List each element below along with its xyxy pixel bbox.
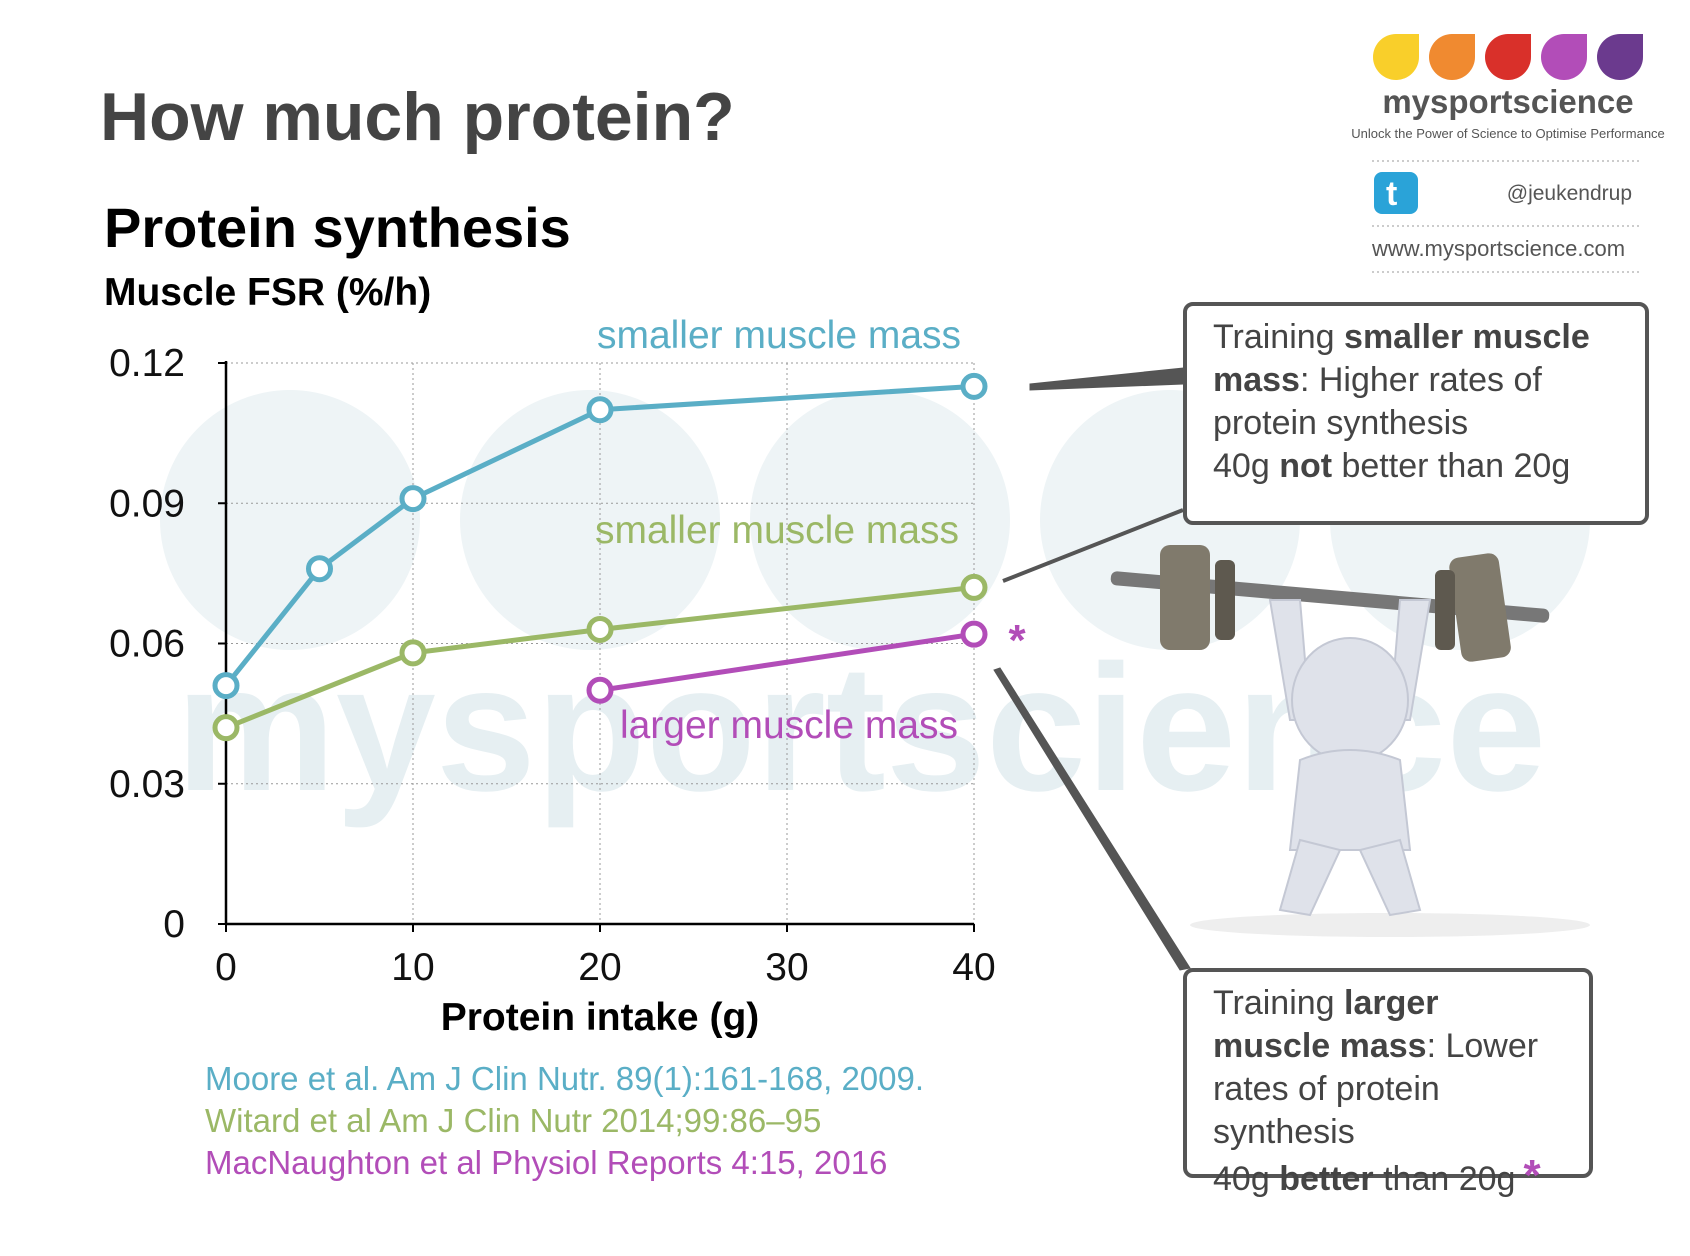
data-point <box>212 672 240 700</box>
callout-text: 40g <box>1213 1160 1280 1198</box>
y-tick-label: 0.09 <box>109 482 185 525</box>
logo-dividers <box>1372 160 1642 273</box>
data-point <box>586 396 614 424</box>
callout-text: Training <box>1213 318 1345 356</box>
callout-text: larger muscle mass <box>1213 984 1448 1065</box>
callout-text: : Lower rates of protein synthesis <box>1213 1027 1548 1151</box>
callout-text: 40g <box>1213 447 1280 485</box>
x-axis-label: Protein intake (g) <box>441 996 760 1039</box>
callout-mark: * <box>1523 1151 1541 1200</box>
y-tick-label: 0.03 <box>109 763 185 806</box>
callout-text: than 20g <box>1373 1160 1516 1198</box>
reference: MacNaughton et al Physiol Reports 4:15, … <box>205 1144 888 1181</box>
data-point <box>399 485 427 513</box>
data-point <box>960 620 988 648</box>
x-tick-label: 10 <box>391 946 434 989</box>
callout-text: smaller muscle mass <box>1213 318 1600 399</box>
x-tick-label: 30 <box>765 946 808 989</box>
annotation: * <box>1008 616 1026 665</box>
x-tick-label: 40 <box>952 946 995 989</box>
callout-text: not <box>1279 447 1333 485</box>
data-point <box>399 639 427 667</box>
y-tick-label: 0 <box>163 903 185 946</box>
series-line <box>599 631 975 693</box>
series-label: smaller muscle mass <box>597 314 961 357</box>
y-axis-label: Muscle FSR (%/h) <box>104 271 431 314</box>
series-line <box>225 584 975 730</box>
logo-tagline: Unlock the Power of Science to Optimise … <box>1351 126 1665 141</box>
series-label: smaller muscle mass <box>595 509 959 552</box>
callout-text: better than 20g <box>1332 447 1571 485</box>
y-tick-label: 0.06 <box>109 623 185 666</box>
data-point <box>960 372 988 400</box>
callout-text: Training <box>1213 984 1345 1022</box>
chart-title: Protein synthesis <box>104 196 571 259</box>
callout-line: 40g better than 20g * <box>1213 1154 1563 1201</box>
slide-title: How much protein? <box>100 79 735 155</box>
callout-text: better <box>1279 1160 1374 1198</box>
callout-line: Training larger muscle mass: Lower rates… <box>1213 982 1563 1154</box>
logo-url: www.mysportscience.com <box>1371 236 1625 261</box>
callout-box: Training smaller muscle mass: Higher rat… <box>1183 302 1649 525</box>
weightlifter <box>1110 545 1590 937</box>
data-point <box>212 714 240 742</box>
logo-drops <box>1373 34 1643 80</box>
series-label: larger muscle mass <box>620 704 958 747</box>
x-tick-label: 20 <box>578 946 621 989</box>
twitter-icon-glyph: t <box>1386 175 1397 213</box>
x-tick-label: 0 <box>215 946 237 989</box>
data-point <box>306 555 333 583</box>
logo-name: mysportscience <box>1382 83 1633 120</box>
y-tick-label: 0.12 <box>109 342 185 385</box>
twitter-handle: @jeukendrup <box>1507 182 1632 205</box>
reference: Witard et al Am J Clin Nutr 2014;99:86–9… <box>205 1102 822 1139</box>
callout-line: 40g not better than 20g <box>1213 445 1619 488</box>
callout-text: : Higher rates of protein synthesis <box>1213 361 1552 442</box>
reference: Moore et al. Am J Clin Nutr. 89(1):161-1… <box>205 1060 925 1097</box>
callout-box: Training larger muscle mass: Lower rates… <box>1183 968 1593 1198</box>
callout-line: Training smaller muscle mass: Higher rat… <box>1213 316 1619 445</box>
twitter-icon <box>1374 172 1418 214</box>
data-point <box>586 615 614 643</box>
data-point <box>586 676 614 704</box>
data-point <box>960 573 988 601</box>
